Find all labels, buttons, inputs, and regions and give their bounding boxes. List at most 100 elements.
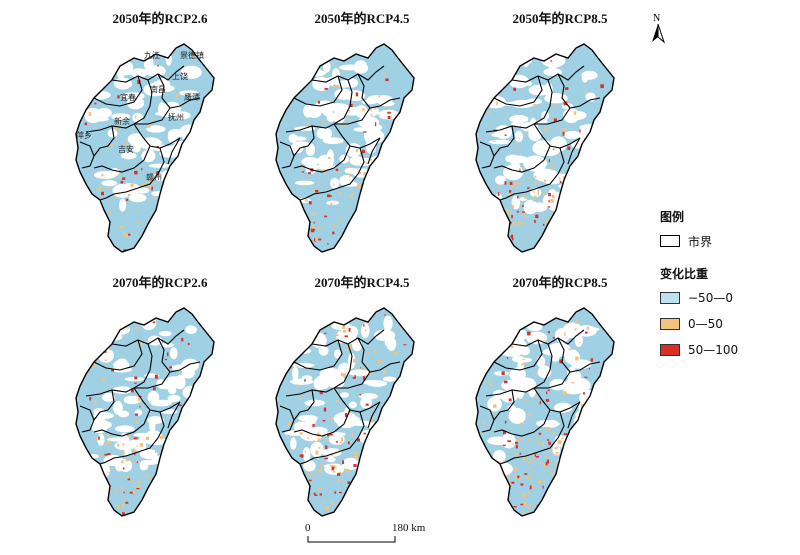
change-cell bbox=[595, 315, 598, 317]
change-cell bbox=[88, 85, 92, 88]
legend-class-row: −50—0 bbox=[660, 288, 738, 308]
change-cell bbox=[520, 503, 524, 506]
nonforest-patch bbox=[514, 130, 524, 143]
city-boundary bbox=[111, 329, 185, 347]
province-outline bbox=[75, 307, 215, 517]
change-cell bbox=[387, 115, 391, 119]
nonforest-patch bbox=[167, 394, 181, 403]
change-cell bbox=[164, 358, 167, 361]
change-cell bbox=[538, 355, 542, 358]
change-cell bbox=[503, 251, 506, 252]
nonforest-patch bbox=[360, 397, 373, 409]
change-cell bbox=[320, 465, 322, 470]
nonforest-patch bbox=[93, 171, 117, 179]
change-cell bbox=[97, 317, 100, 322]
change-cell bbox=[109, 142, 113, 147]
change-cell bbox=[304, 450, 307, 453]
city-label: 宜春 bbox=[120, 92, 136, 102]
panel-title-2050-rcp45: 2050年的RCP4.5 bbox=[314, 11, 410, 26]
change-cell bbox=[574, 196, 578, 200]
change-cell bbox=[301, 166, 304, 170]
legend-change-title: 变化比重 bbox=[660, 267, 709, 281]
change-cell bbox=[122, 177, 126, 180]
city-boundary bbox=[485, 107, 571, 133]
nonforest-patch bbox=[573, 195, 584, 208]
change-cell bbox=[301, 171, 305, 173]
change-cell bbox=[179, 515, 182, 516]
change-cell bbox=[526, 130, 529, 134]
change-cell bbox=[119, 225, 123, 229]
nonforest-patch bbox=[509, 114, 529, 124]
change-cell bbox=[345, 230, 348, 233]
change-cell bbox=[581, 492, 585, 497]
change-cell bbox=[348, 110, 350, 113]
change-cell bbox=[363, 131, 367, 133]
change-cell bbox=[506, 209, 510, 213]
change-cell bbox=[539, 401, 542, 405]
change-cell bbox=[377, 96, 381, 98]
nonforest-patch bbox=[101, 180, 117, 187]
change-cell bbox=[567, 146, 571, 151]
change-cell bbox=[169, 218, 172, 222]
change-cell bbox=[348, 173, 351, 177]
change-cell bbox=[548, 193, 551, 197]
change-cell bbox=[561, 215, 565, 219]
change-cell bbox=[548, 199, 550, 203]
nonforest-patch bbox=[147, 335, 163, 346]
nonforest-patch bbox=[123, 395, 141, 405]
change-cell bbox=[324, 215, 328, 218]
change-cell bbox=[304, 491, 307, 493]
change-cell bbox=[533, 515, 537, 516]
change-cell bbox=[526, 217, 529, 219]
nonforest-patch bbox=[183, 435, 191, 444]
change-cell bbox=[350, 243, 353, 248]
change-cell bbox=[366, 176, 370, 178]
change-cell bbox=[596, 412, 598, 417]
change-cell bbox=[360, 211, 363, 214]
change-cell bbox=[359, 183, 361, 187]
change-cell bbox=[130, 388, 134, 393]
change-cell bbox=[133, 449, 137, 453]
nonforest-patch bbox=[330, 177, 340, 189]
change-cell bbox=[395, 353, 398, 356]
change-cell bbox=[122, 467, 125, 470]
nonforest-patch bbox=[310, 441, 324, 458]
change-cell bbox=[578, 341, 581, 343]
change-cell bbox=[310, 228, 315, 233]
change-cell bbox=[503, 444, 506, 447]
change-cell bbox=[93, 364, 97, 367]
change-cell bbox=[152, 321, 156, 324]
city-boundary bbox=[333, 343, 353, 389]
change-cell bbox=[348, 233, 350, 238]
change-cell bbox=[125, 458, 130, 462]
change-cell bbox=[501, 510, 504, 514]
change-cell bbox=[351, 227, 354, 230]
nonforest-patch bbox=[107, 128, 118, 138]
change-cell bbox=[501, 371, 505, 375]
nonforest-patch bbox=[143, 83, 167, 97]
change-cell bbox=[549, 468, 552, 471]
change-cell bbox=[345, 348, 348, 351]
change-cell bbox=[517, 225, 521, 227]
change-cell bbox=[315, 450, 319, 455]
change-cell bbox=[123, 249, 127, 252]
city-boundary bbox=[293, 125, 315, 157]
change-cell bbox=[150, 477, 153, 479]
change-cell bbox=[327, 194, 331, 198]
city-boundary bbox=[93, 75, 143, 107]
nonforest-patch bbox=[494, 125, 513, 140]
change-cell bbox=[165, 485, 168, 487]
change-cell bbox=[526, 476, 530, 480]
city-boundary bbox=[167, 401, 181, 429]
change-cell bbox=[155, 516, 158, 517]
change-cell bbox=[331, 501, 335, 505]
change-cell bbox=[172, 184, 175, 186]
change-cell bbox=[377, 197, 379, 199]
city-boundary bbox=[493, 145, 551, 173]
change-cell bbox=[129, 491, 133, 494]
change-cell bbox=[161, 238, 164, 241]
change-cell bbox=[102, 378, 106, 382]
change-cell bbox=[538, 432, 542, 435]
change-cell bbox=[584, 376, 588, 378]
change-cell bbox=[347, 441, 350, 445]
